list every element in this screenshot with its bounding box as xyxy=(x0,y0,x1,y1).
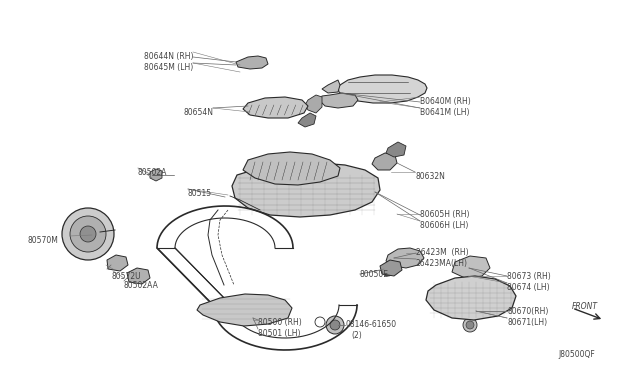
Polygon shape xyxy=(236,56,268,69)
Circle shape xyxy=(70,216,106,252)
Text: 80671(LH): 80671(LH) xyxy=(507,318,547,327)
Text: 80570M: 80570M xyxy=(27,236,58,245)
Polygon shape xyxy=(305,95,322,113)
Text: J80500QF: J80500QF xyxy=(558,350,595,359)
Text: 80674 (LH): 80674 (LH) xyxy=(507,283,550,292)
Text: FRONT: FRONT xyxy=(572,302,598,311)
Circle shape xyxy=(62,208,114,260)
Circle shape xyxy=(466,321,474,329)
Text: 80673 (RH): 80673 (RH) xyxy=(507,272,551,281)
Polygon shape xyxy=(452,256,490,278)
Text: (2): (2) xyxy=(351,331,362,340)
Text: 80502A: 80502A xyxy=(138,168,168,177)
Polygon shape xyxy=(243,152,340,185)
Polygon shape xyxy=(320,93,358,108)
Text: 80500 (RH): 80500 (RH) xyxy=(258,318,301,327)
Text: 80502AA: 80502AA xyxy=(124,281,159,290)
Text: 08146-61650: 08146-61650 xyxy=(345,320,396,329)
Polygon shape xyxy=(372,153,397,170)
Text: B0641M (LH): B0641M (LH) xyxy=(420,108,470,117)
Polygon shape xyxy=(338,75,427,103)
Circle shape xyxy=(330,320,340,330)
Polygon shape xyxy=(232,163,380,217)
Circle shape xyxy=(382,264,394,276)
Polygon shape xyxy=(243,97,308,118)
Polygon shape xyxy=(127,268,150,284)
Text: 80606H (LH): 80606H (LH) xyxy=(420,221,468,230)
Text: 80515: 80515 xyxy=(188,189,212,198)
Polygon shape xyxy=(386,142,406,157)
Text: 26423MA(LH): 26423MA(LH) xyxy=(416,259,468,268)
Polygon shape xyxy=(426,276,516,320)
Polygon shape xyxy=(322,80,340,93)
Text: 80644N (RH): 80644N (RH) xyxy=(143,52,193,61)
Circle shape xyxy=(80,226,96,242)
Text: 26423M  (RH): 26423M (RH) xyxy=(416,248,468,257)
Circle shape xyxy=(463,318,477,332)
Text: 80654N: 80654N xyxy=(183,108,213,117)
Polygon shape xyxy=(380,260,402,276)
Text: 80572U: 80572U xyxy=(111,272,141,281)
Circle shape xyxy=(326,316,344,334)
Text: 80670(RH): 80670(RH) xyxy=(507,307,548,316)
Polygon shape xyxy=(298,113,316,127)
Polygon shape xyxy=(197,294,292,326)
Text: 80632N: 80632N xyxy=(415,172,445,181)
Polygon shape xyxy=(150,169,162,181)
Text: 80605H (RH): 80605H (RH) xyxy=(420,210,470,219)
Polygon shape xyxy=(107,255,128,271)
Text: 80645M (LH): 80645M (LH) xyxy=(144,63,193,72)
Text: 80501 (LH): 80501 (LH) xyxy=(258,329,301,338)
Polygon shape xyxy=(386,248,424,268)
Text: B0640M (RH): B0640M (RH) xyxy=(420,97,471,106)
Text: 80050E: 80050E xyxy=(360,270,389,279)
